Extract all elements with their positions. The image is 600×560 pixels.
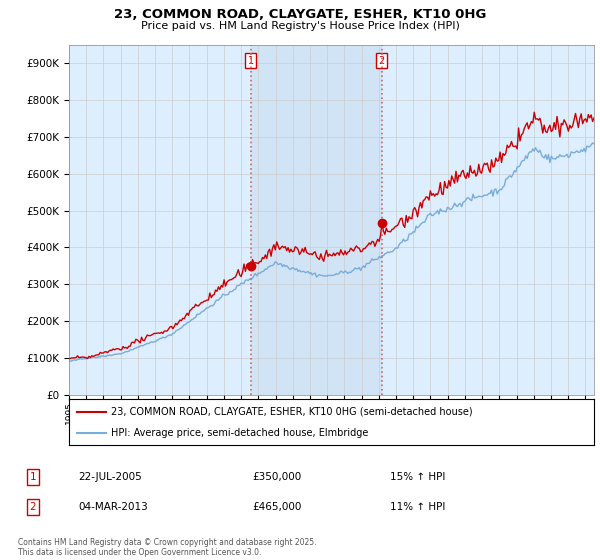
Text: 2: 2 [29,502,37,512]
Bar [251,45,382,395]
Text: £350,000: £350,000 [252,472,301,482]
Text: 23, COMMON ROAD, CLAYGATE, ESHER, KT10 0HG: 23, COMMON ROAD, CLAYGATE, ESHER, KT10 0… [114,8,486,21]
Text: Price paid vs. HM Land Registry's House Price Index (HPI): Price paid vs. HM Land Registry's House … [140,21,460,31]
Text: 11% ↑ HPI: 11% ↑ HPI [390,502,445,512]
Text: Contains HM Land Registry data © Crown copyright and database right 2025.
This d: Contains HM Land Registry data © Crown c… [18,538,317,557]
Text: 2: 2 [379,55,385,66]
Text: 22-JUL-2005: 22-JUL-2005 [78,472,142,482]
Text: 1: 1 [29,472,37,482]
Text: £465,000: £465,000 [252,502,301,512]
Text: 23, COMMON ROAD, CLAYGATE, ESHER, KT10 0HG (semi-detached house): 23, COMMON ROAD, CLAYGATE, ESHER, KT10 0… [111,407,473,417]
Text: 04-MAR-2013: 04-MAR-2013 [78,502,148,512]
Text: 15% ↑ HPI: 15% ↑ HPI [390,472,445,482]
Text: 1: 1 [248,55,254,66]
Text: HPI: Average price, semi-detached house, Elmbridge: HPI: Average price, semi-detached house,… [111,428,368,438]
